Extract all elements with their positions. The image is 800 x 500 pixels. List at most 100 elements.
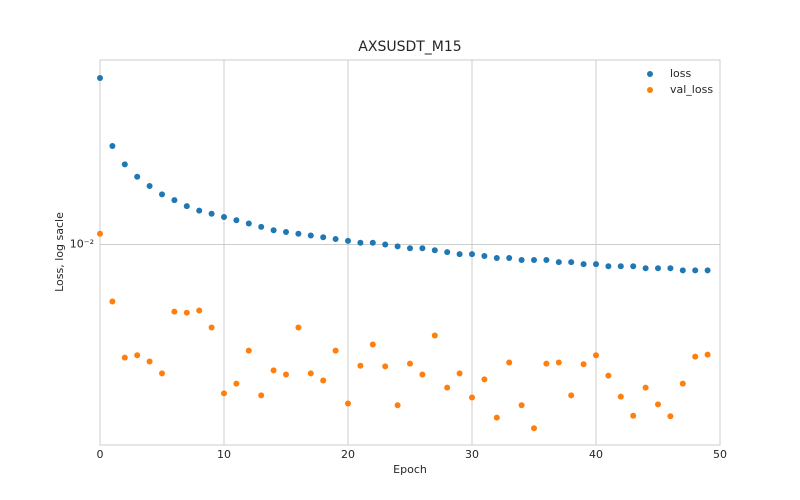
point bbox=[97, 230, 103, 237]
point bbox=[233, 380, 240, 387]
point bbox=[245, 220, 252, 227]
point bbox=[642, 384, 649, 391]
point bbox=[134, 352, 141, 359]
legend-marker bbox=[647, 87, 653, 93]
point bbox=[183, 203, 190, 210]
x-tick-label: 30 bbox=[465, 448, 479, 461]
point bbox=[283, 371, 289, 378]
point bbox=[617, 263, 624, 270]
point bbox=[543, 257, 550, 264]
x-tick-label: 0 bbox=[97, 448, 104, 461]
point bbox=[369, 239, 376, 246]
point bbox=[382, 241, 389, 248]
legend-marker bbox=[647, 71, 653, 77]
point bbox=[506, 359, 513, 366]
point bbox=[394, 243, 401, 250]
point bbox=[196, 207, 203, 214]
point bbox=[667, 265, 674, 272]
point bbox=[357, 239, 364, 246]
point bbox=[518, 257, 525, 264]
point bbox=[679, 380, 686, 387]
point bbox=[679, 267, 686, 274]
point bbox=[704, 351, 711, 358]
point bbox=[407, 245, 413, 252]
point bbox=[320, 234, 327, 241]
point bbox=[444, 384, 451, 391]
x-tick-label: 50 bbox=[713, 448, 727, 461]
point bbox=[419, 371, 426, 378]
point bbox=[109, 298, 116, 305]
point bbox=[394, 402, 401, 409]
point bbox=[667, 413, 674, 420]
point bbox=[469, 251, 475, 258]
point bbox=[382, 363, 389, 370]
point bbox=[270, 367, 277, 374]
point bbox=[171, 308, 178, 315]
point bbox=[369, 341, 376, 348]
y-axis-label: Loss, log sacle bbox=[53, 212, 66, 292]
point bbox=[345, 237, 351, 244]
point bbox=[431, 247, 438, 254]
point bbox=[295, 324, 302, 331]
point bbox=[692, 353, 699, 360]
point bbox=[208, 210, 215, 217]
point bbox=[221, 390, 227, 397]
point bbox=[531, 257, 537, 264]
point bbox=[555, 259, 562, 266]
plot-frame bbox=[99, 59, 721, 446]
x-tick-label: 40 bbox=[589, 448, 603, 461]
point bbox=[332, 347, 339, 354]
point bbox=[146, 183, 153, 190]
point bbox=[555, 359, 562, 366]
point bbox=[568, 392, 575, 399]
point bbox=[307, 370, 314, 377]
point bbox=[295, 230, 302, 237]
point bbox=[655, 265, 661, 272]
point bbox=[580, 261, 587, 268]
point bbox=[493, 414, 500, 421]
point bbox=[580, 361, 587, 368]
point bbox=[320, 377, 327, 384]
point bbox=[593, 261, 599, 268]
point bbox=[221, 213, 227, 220]
point bbox=[146, 358, 153, 365]
y-tick-label: 10⁻² bbox=[70, 238, 94, 251]
point bbox=[456, 251, 463, 258]
point bbox=[630, 263, 637, 270]
chart-title: AXSUSDT_M15 bbox=[358, 39, 461, 55]
point bbox=[444, 249, 451, 256]
point bbox=[431, 332, 438, 339]
point bbox=[134, 173, 141, 180]
point bbox=[109, 142, 116, 149]
point bbox=[159, 370, 165, 377]
point bbox=[704, 267, 711, 274]
point bbox=[419, 245, 426, 252]
legend-label: loss bbox=[670, 67, 692, 80]
point bbox=[357, 362, 364, 369]
point bbox=[258, 392, 265, 399]
point bbox=[493, 255, 500, 262]
point bbox=[617, 393, 624, 400]
legend-label: val_loss bbox=[670, 83, 713, 96]
point bbox=[258, 223, 265, 230]
point bbox=[270, 227, 277, 234]
point bbox=[605, 263, 612, 270]
x-axis-label: Epoch bbox=[393, 463, 427, 476]
point bbox=[332, 236, 339, 243]
point bbox=[481, 376, 488, 383]
point bbox=[543, 360, 550, 367]
point bbox=[407, 360, 413, 367]
point bbox=[593, 352, 599, 359]
point bbox=[531, 425, 537, 432]
x-tick-label: 10 bbox=[217, 448, 231, 461]
point bbox=[171, 197, 178, 204]
point bbox=[456, 370, 463, 377]
point bbox=[655, 401, 661, 408]
point bbox=[605, 372, 612, 379]
point bbox=[196, 307, 203, 314]
point bbox=[518, 402, 525, 409]
point bbox=[642, 265, 649, 272]
point bbox=[159, 191, 165, 198]
point bbox=[692, 267, 699, 274]
